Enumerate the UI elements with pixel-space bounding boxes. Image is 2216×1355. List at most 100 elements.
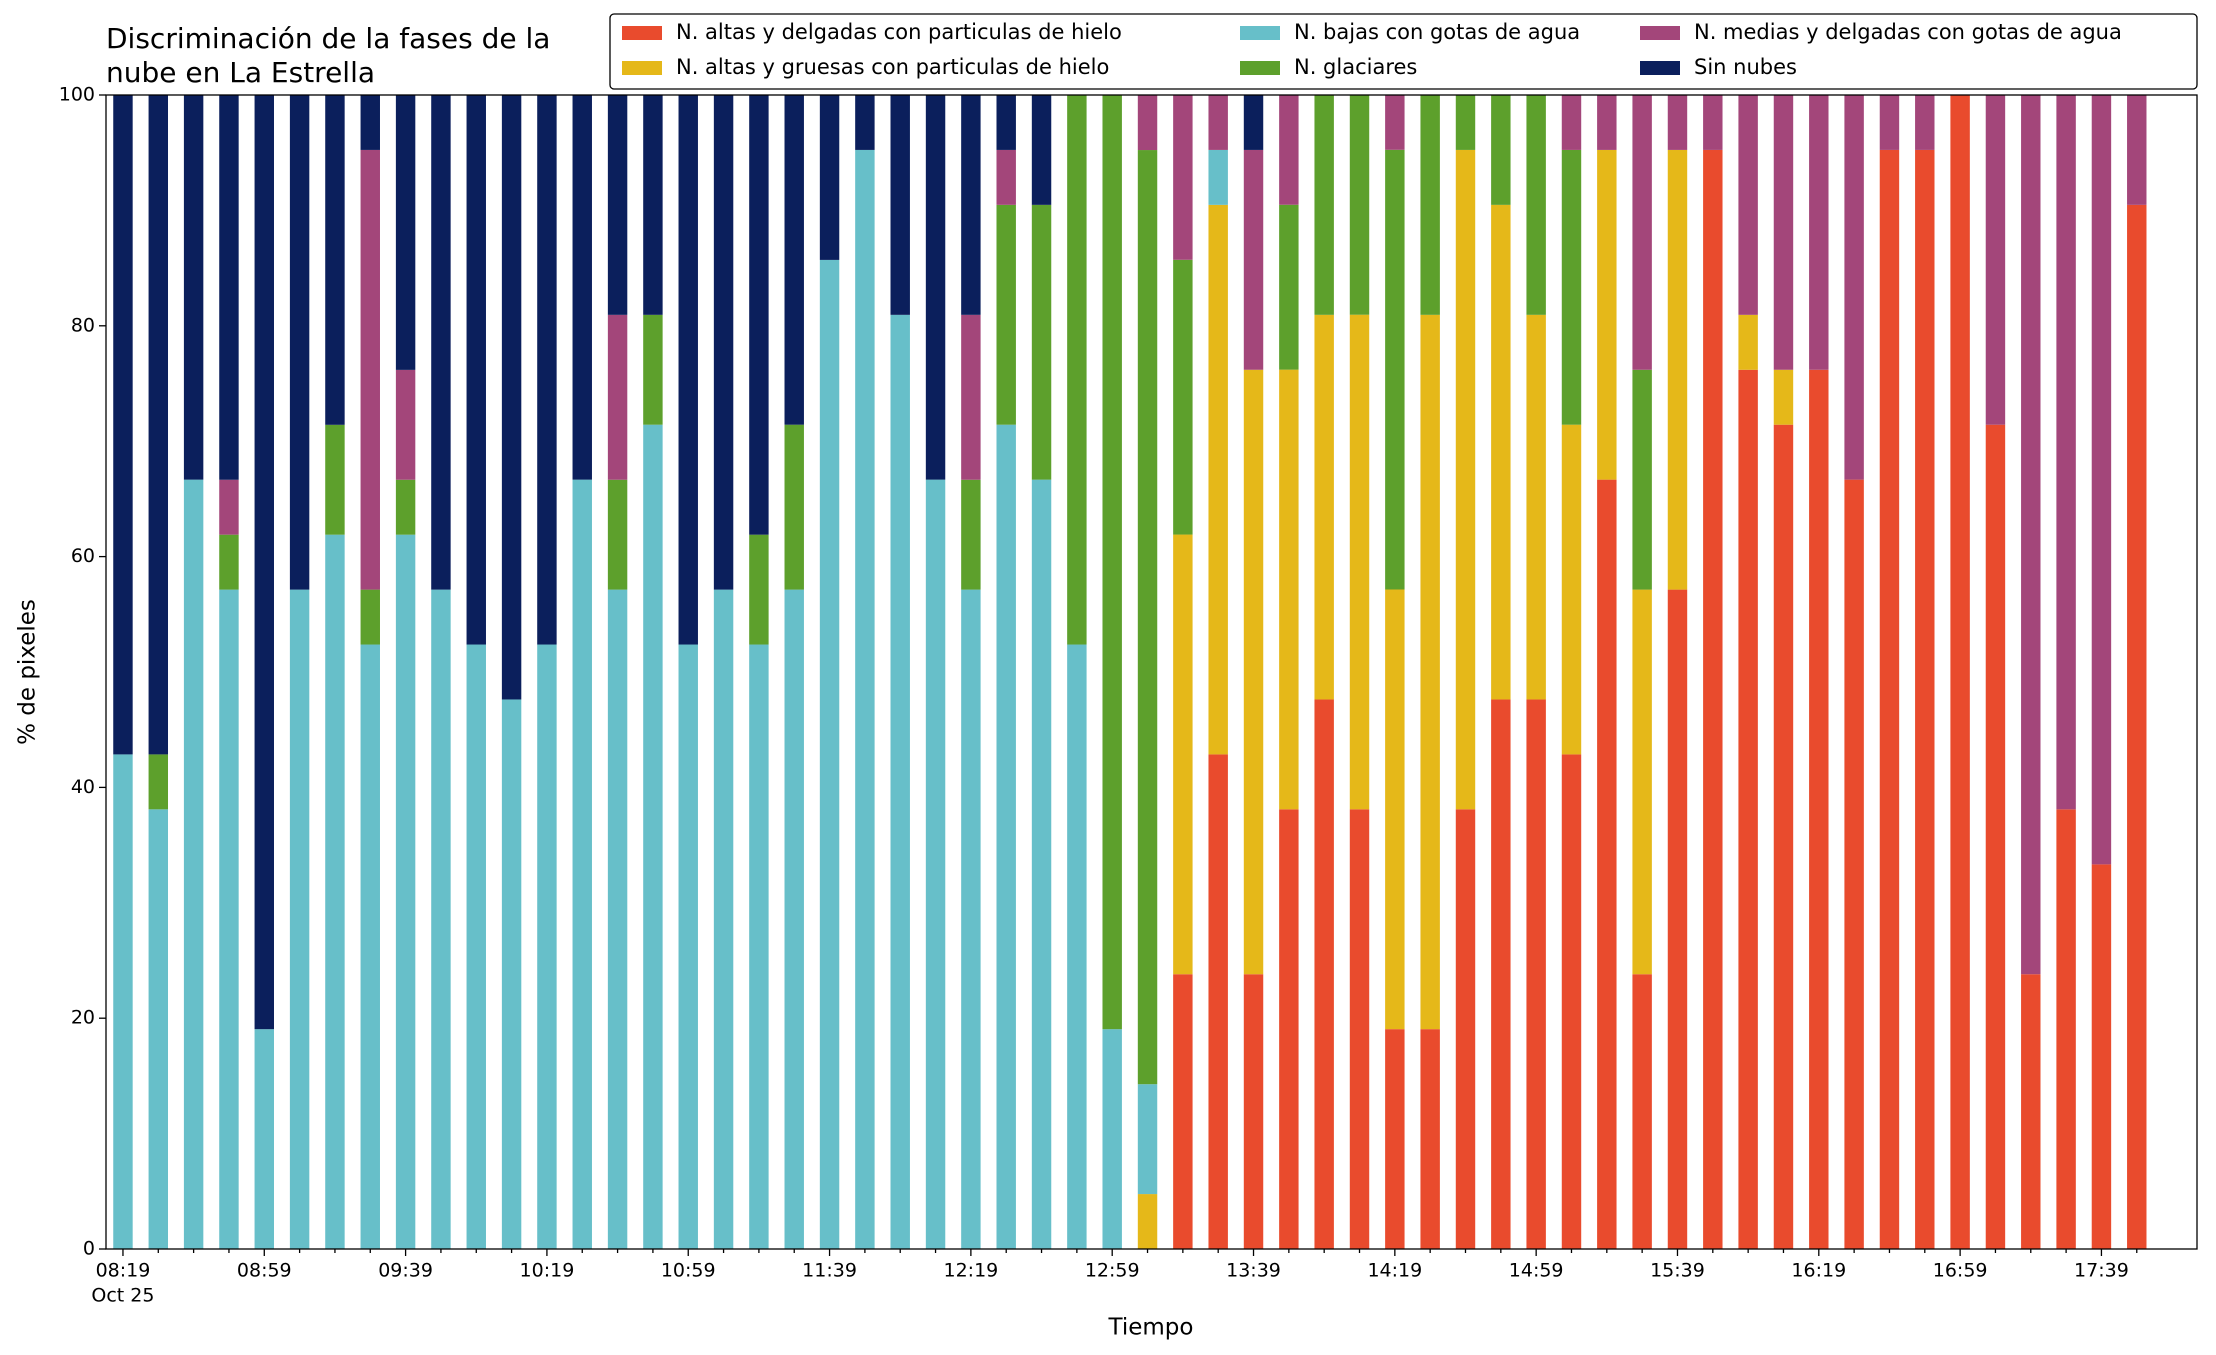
x-tick-label: 12:19 <box>943 1260 998 1282</box>
bar-segment <box>113 754 133 1249</box>
bar-segment <box>1879 149 1900 1249</box>
bar-segment <box>360 149 380 590</box>
bar-segment <box>713 589 734 1249</box>
bar-segment <box>1703 95 1723 150</box>
bar-segment <box>1243 974 1264 1249</box>
bar-segment <box>1279 369 1299 810</box>
bar-segment <box>2091 864 2112 1249</box>
bar-segment <box>1526 699 1546 1249</box>
bar-segment <box>1632 974 1652 1249</box>
x-tick-label: 14:59 <box>1509 1260 1564 1282</box>
bar-segment <box>1243 369 1264 975</box>
bar-segment <box>749 534 769 645</box>
y-tick-label: 100 <box>59 84 95 106</box>
bar-segment <box>996 204 1016 425</box>
chart-title: Discriminación de la fases de la <box>106 22 550 55</box>
bar-segment <box>325 534 345 1249</box>
bar-segment <box>113 95 133 755</box>
bar-segment <box>1561 424 1582 755</box>
bar-segment <box>1385 94 1405 150</box>
y-tick-label: 0 <box>83 1238 95 1260</box>
bar-segment <box>1173 974 1193 1249</box>
legend-label: Sin nubes <box>1694 55 1797 79</box>
bar-segment <box>1067 95 1087 645</box>
bar-segment <box>325 95 345 425</box>
bar-segment <box>855 95 875 150</box>
bar-segment <box>431 589 451 1249</box>
bar-segment <box>1491 699 1511 1249</box>
bar-segment <box>784 589 804 1249</box>
bar-segment <box>1208 149 1228 205</box>
x-axis-label: Tiempo <box>1108 1315 1194 1341</box>
y-tick-label: 80 <box>71 314 95 336</box>
x-tick-label: 08:19 <box>96 1260 151 1282</box>
x-tick-label: 15:39 <box>1650 1260 1705 1282</box>
bar-segment <box>890 314 910 1249</box>
bar-segment <box>1915 149 1935 1249</box>
y-tick-label: 40 <box>71 776 95 798</box>
legend-label: N. altas y delgadas con particulas de hi… <box>676 20 1122 44</box>
bar-segment <box>395 95 416 370</box>
bar-segment <box>219 95 239 480</box>
bar-segment <box>961 314 981 480</box>
bar-segment <box>1208 204 1228 755</box>
plot-frame <box>105 94 2198 1250</box>
bar-segment <box>643 424 663 1249</box>
bar-segment <box>501 699 522 1249</box>
bar-segment <box>1420 95 1440 315</box>
x-tick-label: 14:19 <box>1367 1260 1422 1282</box>
bar-segment <box>537 644 557 1249</box>
legend-swatch <box>1640 26 1680 40</box>
bar-segment <box>1561 754 1582 1249</box>
bar-segment <box>643 314 663 425</box>
y-tick-label: 60 <box>71 545 95 567</box>
bar-segment <box>996 149 1016 205</box>
bar-segment <box>1208 95 1228 150</box>
bar-segment <box>395 479 416 535</box>
bar-segment <box>183 479 204 1250</box>
bar-segment <box>1420 1029 1440 1249</box>
bar-segment <box>1455 95 1476 150</box>
bar-segment <box>1385 589 1405 1030</box>
bar-segment <box>1279 204 1299 370</box>
bar-segment <box>1102 95 1122 1030</box>
bar-segment <box>1137 95 1158 151</box>
bar-segment <box>1526 95 1546 315</box>
bar-segment <box>1561 149 1582 425</box>
bar-segment <box>2127 204 2147 1249</box>
x-tick-label: 09:39 <box>378 1260 433 1282</box>
bar-segment <box>1491 204 1511 700</box>
bar-segment <box>1809 95 1829 370</box>
bar-segment <box>819 259 840 1249</box>
bar-segment <box>1385 149 1405 590</box>
bar-segment <box>1491 95 1511 205</box>
bar-segment <box>1879 95 1900 150</box>
legend-swatch <box>622 26 662 40</box>
legend-label: N. altas y gruesas con particulas de hie… <box>676 55 1109 79</box>
legend-box <box>609 13 2198 90</box>
bar-segment <box>1279 809 1299 1249</box>
bar-segment <box>1455 809 1476 1249</box>
bar-segment <box>607 314 628 480</box>
bar-segment <box>2021 974 2041 1249</box>
x-tick-label: 10:59 <box>661 1260 716 1282</box>
bar-segment <box>395 369 416 480</box>
bar-segment <box>996 95 1016 150</box>
x-tick-label: 16:59 <box>1933 1260 1988 1282</box>
bar-segment <box>1349 94 1370 315</box>
bar-segment <box>784 424 804 590</box>
x-tick-label: 17:39 <box>2074 1260 2129 1282</box>
bar-segment <box>360 95 380 150</box>
bar-segment <box>2056 95 2076 810</box>
legend-swatch <box>1240 61 1280 75</box>
legend-swatch <box>1640 61 1680 75</box>
bar-segment <box>643 95 663 315</box>
x-tick-label: 13:39 <box>1226 1260 1281 1282</box>
bar-segment <box>1703 149 1723 1249</box>
bar-segment <box>1349 314 1370 810</box>
bar-segment <box>1597 149 1617 480</box>
bar-segment <box>2127 95 2147 205</box>
bar-segment <box>395 534 416 1249</box>
bar-segment <box>1031 479 1052 1250</box>
